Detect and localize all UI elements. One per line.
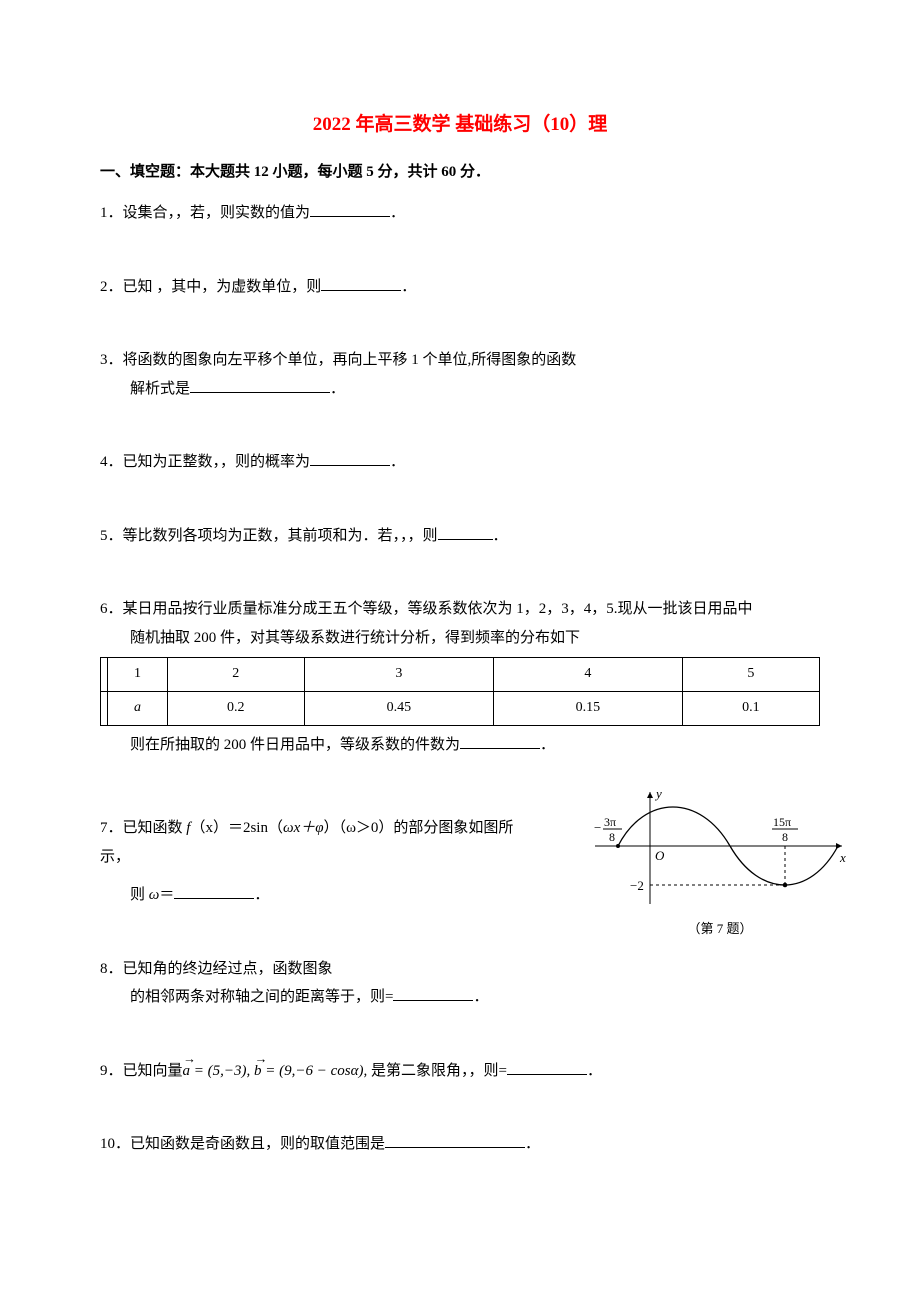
table-cell xyxy=(101,691,108,725)
q3-line1: 3．将函数的图象向左平移个单位，再向上平移 1 个单位,所得图象的函数 xyxy=(100,352,576,368)
table-cell: 0.45 xyxy=(304,691,493,725)
table-cell: 5 xyxy=(682,658,819,692)
table-row: a 0.2 0.45 0.15 0.1 xyxy=(101,691,820,725)
q4-blank xyxy=(310,451,390,466)
question-4: 4．已知为正整数，，则的概率为 ． xyxy=(100,448,820,477)
q7-line2-eq: ＝ xyxy=(159,887,174,903)
q2-suffix: ． xyxy=(401,279,416,295)
question-7: 7．已知函数 f（x）＝2sin（ωx＋φ）（ω＞0）的部分图象如图所示， 则 … xyxy=(100,814,820,910)
q7-blank xyxy=(174,884,254,899)
q6-after-prefix: 则在所抽取的 200 件日用品中，等级系数的件数为 xyxy=(130,737,460,753)
q7-omega: ω xyxy=(283,820,294,836)
q9-vec-a: a xyxy=(183,1057,191,1086)
q7-chart: yxO−2−3π815π8 （第 7 题） xyxy=(590,784,850,934)
q9-suffix: ． xyxy=(587,1063,602,1079)
document-title: 2022 年高三数学 基础练习（10）理 xyxy=(100,110,820,140)
table-cell: a xyxy=(108,691,167,725)
svg-text:x: x xyxy=(839,850,846,865)
q4-suffix: ． xyxy=(390,454,405,470)
chart-svg: yxO−2−3π815π8 xyxy=(590,784,850,909)
q7-eq: ＝2sin（ xyxy=(228,820,283,836)
table-row: 1 2 3 4 5 xyxy=(101,658,820,692)
q6-after-suffix: ． xyxy=(540,737,555,753)
q3-line2-prefix: 解析式是 xyxy=(130,381,190,397)
question-3: 3．将函数的图象向左平移个单位，再向上平移 1 个单位,所得图象的函数 解析式是… xyxy=(100,346,820,403)
q7-line2-omega: ω xyxy=(149,887,160,903)
question-9: 9．已知向量a = (5,−3), b = (9,−6 − cosα), 是第二… xyxy=(100,1057,820,1086)
q5-suffix: ． xyxy=(493,528,508,544)
q8-line1: 8．已知角的终边经过点，函数图象 xyxy=(100,961,333,977)
table-cell xyxy=(101,658,108,692)
q4-text: 4．已知为正整数，，则的概率为 xyxy=(100,454,310,470)
q10-suffix: ． xyxy=(525,1136,540,1152)
svg-text:−2: −2 xyxy=(630,878,644,893)
q2-text: 2．已知 ，其中，为虚数单位，则 xyxy=(100,279,321,295)
svg-text:8: 8 xyxy=(609,830,615,844)
q7-line2-prefix: 则 xyxy=(130,887,149,903)
q7-close: ） xyxy=(324,820,339,836)
q9-blank xyxy=(507,1060,587,1075)
q8-line2-suffix: ． xyxy=(473,989,488,1005)
q6-blank xyxy=(460,734,540,749)
q8-line2-prefix: 的相邻两条对称轴之间的距离等于，则= xyxy=(130,989,393,1005)
q7-phi: φ xyxy=(315,820,323,836)
q10-prefix: 10．已知函数是奇函数且，则的取值范围是 xyxy=(100,1136,385,1152)
q6-line2: 随机抽取 200 件，对其等级系数进行统计分析，得到频率的分布如下 xyxy=(130,630,580,646)
section-header: 一、填空题：本大题共 12 小题，每小题 5 分，共计 60 分． xyxy=(100,160,820,184)
question-1: 1．设集合，，若，则实数的值为 ． xyxy=(100,199,820,228)
svg-text:y: y xyxy=(654,786,662,801)
q7-line2-suffix: ． xyxy=(254,887,269,903)
q6-line1: 6．某日用品按行业质量标准分成王五个等级，等级系数依次为 1，2，3，4，5.现… xyxy=(100,601,753,617)
svg-text:O: O xyxy=(655,848,665,863)
q1-blank xyxy=(310,202,390,217)
svg-text:15π: 15π xyxy=(773,815,791,829)
table-cell: 0.1 xyxy=(682,691,819,725)
q9-vec-b: b xyxy=(254,1057,262,1086)
question-2: 2．已知 ，其中，为虚数单位，则 ． xyxy=(100,273,820,302)
table-cell: 3 xyxy=(304,658,493,692)
q5-text: 5．等比数列各项均为正数，其前项和为．若，，，则 xyxy=(100,528,438,544)
svg-text:8: 8 xyxy=(782,830,788,844)
q7-fx: （x） xyxy=(190,820,228,836)
table-cell: 0.2 xyxy=(167,691,304,725)
q7-prefix: 7．已知函数 xyxy=(100,820,186,836)
svg-text:3π: 3π xyxy=(604,815,616,829)
question-6: 6．某日用品按行业质量标准分成王五个等级，等级系数依次为 1，2，3，4，5.现… xyxy=(100,595,820,759)
table-cell: 2 xyxy=(167,658,304,692)
q1-suffix: ． xyxy=(390,205,405,221)
svg-text:−: − xyxy=(594,820,601,835)
q2-blank xyxy=(321,276,401,291)
q7-caption: （第 7 题） xyxy=(590,919,850,940)
q9-b-val: = (9,−6 − cos xyxy=(262,1063,351,1079)
q9-mid: 是第二象限角，，则= xyxy=(367,1063,507,1079)
question-10: 10．已知函数是奇函数且，则的取值范围是 ． xyxy=(100,1130,820,1159)
q9-prefix: 9．已知向量 xyxy=(100,1063,183,1079)
table-cell: 1 xyxy=(108,658,167,692)
q9-a-val: = (5,−3), xyxy=(190,1063,254,1079)
q1-text: 1．设集合，，若，则实数的值为 xyxy=(100,205,310,221)
q6-table: 1 2 3 4 5 a 0.2 0.45 0.15 0.1 xyxy=(100,657,820,725)
q10-blank xyxy=(385,1133,525,1148)
q8-blank xyxy=(393,986,473,1001)
question-5: 5．等比数列各项均为正数，其前项和为．若，，，则 ． xyxy=(100,522,820,551)
question-8: 8．已知角的终边经过点，函数图象 的相邻两条对称轴之间的距离等于，则= ． xyxy=(100,955,820,1012)
table-cell: 4 xyxy=(493,658,682,692)
q7-xphi: x＋ xyxy=(294,820,316,836)
q5-blank xyxy=(438,525,493,540)
table-cell: 0.15 xyxy=(493,691,682,725)
q3-line2-suffix: ． xyxy=(330,381,345,397)
q3-blank xyxy=(190,378,330,393)
q9-b-close: ), xyxy=(358,1063,367,1079)
